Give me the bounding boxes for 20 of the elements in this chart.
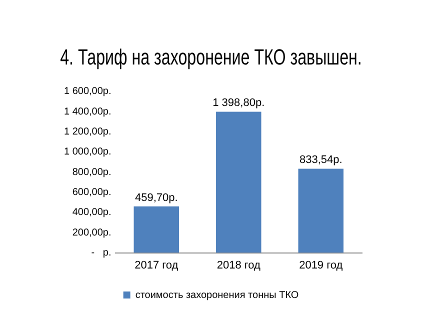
bar [216,112,262,253]
y-tick-label: 1 400,00р. [64,106,112,118]
data-label: 833,54р. [299,154,342,166]
y-tick-label: 600,00р. [72,187,112,198]
bar [134,206,180,253]
legend-label: стоимость захоронения тонны ТКО [135,290,299,301]
x-tick-label: 2017 год [134,259,179,272]
x-tick-label: 2018 год [216,259,262,272]
y-tick-label: 1 600,00р. [64,86,112,98]
y-tick-label: 400,00р. [72,207,112,218]
y-tick-label: 1 000,00р. [64,146,112,158]
y-tick-label: 1 200,00р. [64,126,112,138]
x-tick-label: 2019 год [299,259,344,272]
y-tick-label: 800,00р. [72,166,112,178]
bar [298,168,344,253]
data-label: 459,70р. [134,192,178,204]
y-tick-label: - р. [91,248,112,259]
chart-title: 4. Тариф на захоронение ТКО завышен. [60,46,362,70]
y-tick-label: 200,00р. [72,227,112,238]
data-label: 1 398,80р. [212,97,265,110]
